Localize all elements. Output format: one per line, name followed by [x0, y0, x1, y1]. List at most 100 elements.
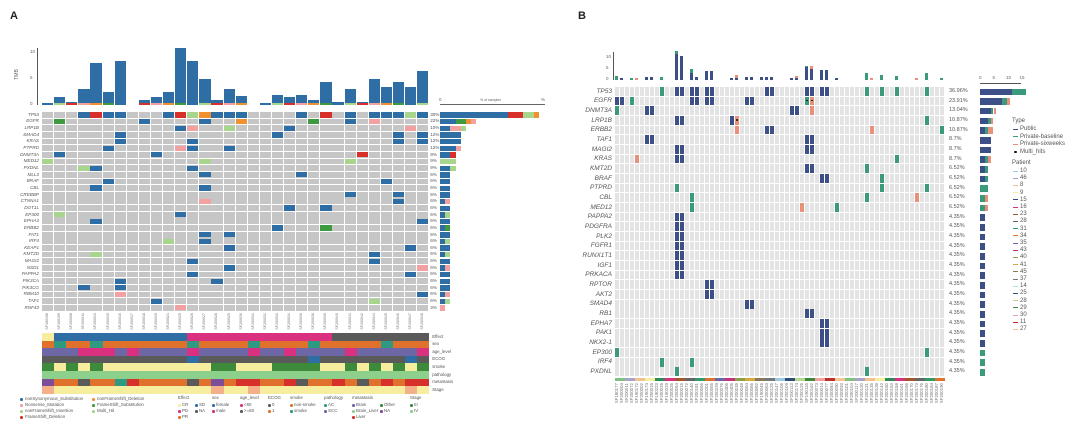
mutation-cell	[199, 172, 211, 178]
grid-cell	[630, 135, 635, 145]
grid-cell	[860, 164, 865, 174]
grid-cell	[865, 135, 870, 145]
grid-cell	[910, 338, 915, 348]
grid-cell	[695, 309, 700, 319]
tmb-bar	[710, 71, 714, 80]
grid-cell	[700, 183, 705, 193]
grid-cell	[725, 116, 730, 125]
grid-cell	[790, 135, 795, 145]
grid-cell	[730, 348, 735, 357]
grid-cell	[150, 125, 163, 132]
grid-cell	[187, 291, 199, 298]
grid-cell	[380, 245, 393, 251]
grid-cell	[760, 319, 765, 328]
grid-cell	[114, 165, 126, 172]
grid-cell	[790, 145, 795, 154]
grid-cell	[825, 106, 830, 116]
grid-cell	[700, 328, 705, 338]
grid-cell	[685, 193, 690, 203]
grid-cell	[296, 291, 308, 298]
grid-cell	[835, 299, 840, 309]
freq-bar	[993, 107, 997, 115]
grid-cell	[825, 290, 830, 299]
grid-cell	[860, 154, 865, 164]
grid-cell	[665, 280, 670, 290]
grid-cell	[765, 232, 770, 241]
mutation-cell	[187, 258, 199, 264]
annotation-cell	[320, 333, 333, 341]
grid-cell	[775, 261, 780, 270]
grid-cell	[885, 145, 890, 154]
grid-cell	[284, 304, 296, 311]
grid-cell	[730, 174, 735, 183]
grid-cell	[223, 131, 235, 138]
grid-cell	[815, 357, 820, 367]
grid-cell	[835, 241, 840, 251]
grid-cell	[840, 309, 845, 319]
grid-cell	[344, 205, 356, 211]
grid-cell	[785, 319, 790, 328]
grid-cell	[199, 225, 211, 231]
freq-tick: 0	[979, 75, 982, 80]
annotation-cell	[175, 340, 188, 349]
grid-cell	[660, 232, 665, 241]
grid-cell	[392, 264, 405, 271]
annotation-cell	[405, 378, 418, 387]
grid-cell	[860, 212, 865, 222]
grid-cell	[368, 264, 380, 271]
grid-cell	[211, 291, 223, 298]
grid-cell	[630, 222, 635, 232]
mutation-pct: 6%	[430, 184, 437, 190]
annotation-cell	[90, 371, 103, 379]
grid-cell	[790, 232, 795, 241]
grid-cell	[680, 280, 685, 290]
grid-cell	[800, 280, 805, 290]
grid-cell	[920, 261, 925, 270]
legend-group-title: age_level	[240, 395, 259, 400]
mutation-cell	[675, 241, 680, 251]
grid-cell	[235, 198, 247, 205]
tmb-bar	[810, 69, 814, 80]
annotation-cell	[66, 378, 79, 387]
grid-cell	[890, 357, 895, 367]
grid-cell	[770, 183, 775, 193]
grid-cell	[720, 270, 725, 280]
grid-cell	[850, 357, 855, 367]
grid-cell	[870, 183, 875, 193]
grid-cell	[78, 278, 90, 285]
grid-cell	[915, 135, 920, 145]
grid-cell	[660, 251, 665, 261]
grid-cell	[830, 106, 835, 116]
grid-cell	[890, 299, 895, 309]
grid-cell	[740, 212, 745, 222]
legend-item: <60	[244, 402, 252, 407]
freq-axis-line	[440, 104, 545, 105]
grid-cell	[620, 87, 625, 96]
legend-dot	[92, 404, 95, 407]
grid-cell	[745, 193, 750, 203]
grid-cell	[78, 218, 90, 225]
grid-cell	[640, 154, 645, 164]
grid-cell	[875, 135, 880, 145]
grid-cell	[740, 145, 745, 154]
grid-cell	[725, 212, 730, 222]
annotation-cell	[247, 386, 260, 394]
grid-cell	[875, 309, 880, 319]
grid-cell	[870, 299, 875, 309]
grid-cell	[725, 164, 730, 174]
grid-cell	[54, 251, 66, 258]
grid-cell	[54, 125, 66, 132]
grid-cell	[815, 309, 820, 319]
grid-cell	[650, 183, 655, 193]
grid-cell	[940, 232, 945, 241]
grid-cell	[54, 178, 66, 185]
grid-cell	[875, 348, 880, 357]
grid-cell	[830, 241, 835, 251]
patient-strip-cell	[645, 378, 650, 382]
grid-cell	[405, 151, 417, 158]
legend-item: Brain	[356, 402, 367, 407]
grid-cell	[138, 231, 151, 238]
grid-cell	[810, 261, 815, 270]
mutation-pct: 4.35%	[949, 291, 965, 298]
grid-cell	[344, 171, 356, 178]
